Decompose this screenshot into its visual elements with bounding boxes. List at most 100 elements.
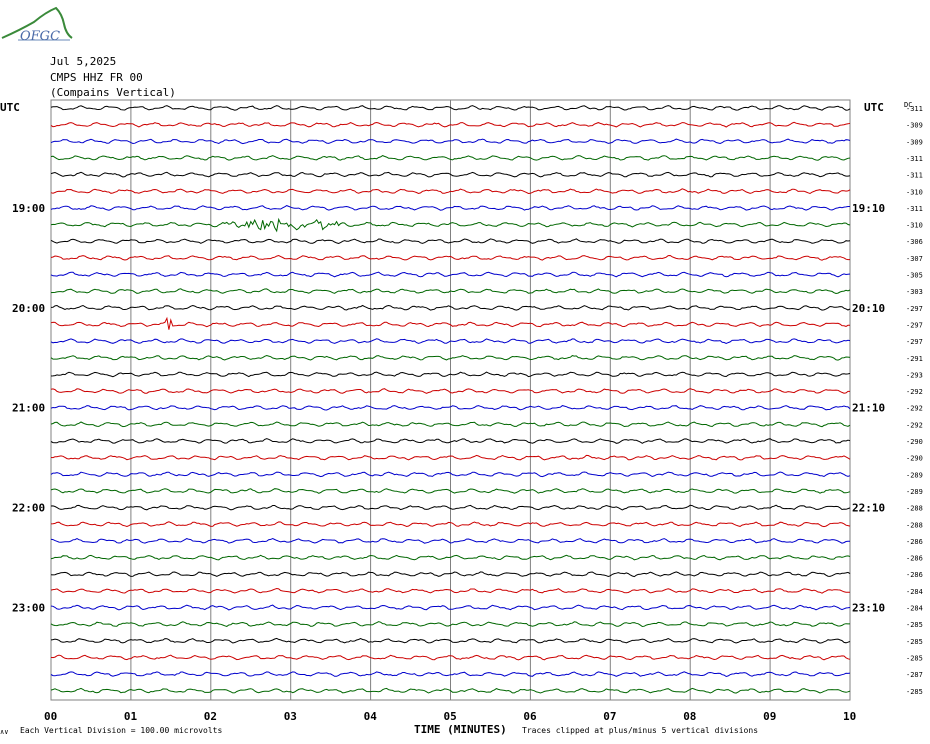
trace-line: [50, 121, 851, 128]
right-hour-label: 22:10: [852, 502, 885, 515]
dc-offset-label: -286: [906, 571, 923, 579]
trace-line: [50, 654, 851, 661]
dc-offset-label: -293: [906, 371, 923, 379]
trace-line: [50, 554, 851, 561]
dc-offset-label: -311: [906, 205, 923, 213]
dc-offset-label: -292: [906, 421, 923, 429]
dc-offset-label: -310: [906, 222, 923, 230]
dc-offset-label: -311: [906, 155, 923, 163]
dc-offset-label: -286: [906, 555, 923, 563]
trace-line: [50, 637, 851, 644]
trace-line: [50, 371, 851, 378]
dc-offset-label: -291: [906, 355, 923, 363]
trace-line: [50, 521, 851, 528]
dc-offset-label: -297: [906, 338, 923, 346]
x-tick-label: 01: [124, 710, 138, 723]
minute-grid: [130, 100, 771, 700]
dc-offset-label: -285: [906, 621, 923, 629]
dc-offset-label: -309: [906, 138, 923, 146]
left-hour-label: 22:00: [12, 502, 45, 515]
trace-line: [50, 271, 851, 278]
x-tick-label: 06: [523, 710, 537, 723]
seismic-traces: [50, 105, 851, 694]
right-utc-label: UTC: [864, 101, 884, 114]
dc-offset-label: -290: [906, 455, 923, 463]
logo-text: OFGC: [20, 29, 60, 44]
right-hour-label: 21:10: [852, 402, 885, 415]
trace-line: [50, 188, 851, 195]
trace-line: [50, 338, 851, 345]
dc-offset-label: -311: [906, 105, 923, 113]
trace-line: [50, 288, 851, 295]
trace-line: [50, 471, 851, 478]
left-hour-label: 19:00: [12, 202, 45, 215]
dc-offset-label: -289: [906, 471, 923, 479]
trace-line: [50, 621, 850, 628]
trace-line: [50, 155, 851, 161]
trace-line: [50, 671, 851, 678]
x-tick-label: 02: [204, 710, 217, 723]
dc-offset-label: -292: [906, 405, 923, 413]
trace-line: [50, 571, 851, 578]
dc-offset-label: -297: [906, 305, 923, 313]
dc-offset-label: -284: [906, 605, 923, 613]
x-tick-labels: 00 01 02 03 04 05 06 07 08 09 10: [44, 710, 856, 723]
left-hour-label: 21:00: [12, 402, 45, 415]
x-axis-label: TIME (MINUTES): [414, 723, 507, 736]
trace-line: [50, 537, 851, 544]
trace-line: [50, 304, 851, 311]
trace-line: [50, 388, 850, 394]
dc-offset-label: -297: [906, 321, 923, 329]
station-label: CMPS HHZ FR 00: [50, 71, 143, 84]
dc-offset-labels: -311 -309 -309 -311 -311 -310 -311 -310 -306 -307…: [906, 105, 923, 696]
trace-line: [50, 316, 851, 330]
right-hour-label: 19:10: [852, 202, 885, 215]
dc-offset-label: -309: [906, 122, 923, 130]
clip-note: Traces clipped at plus/minus 5 vertical …: [522, 726, 758, 735]
trace-line: [50, 504, 851, 511]
dc-offset-label: -285: [906, 688, 923, 696]
trace-line: [50, 254, 850, 261]
trace-line: [50, 217, 851, 233]
dc-offset-label: -303: [906, 288, 923, 296]
dc-offset-label: -288: [906, 505, 923, 513]
x-tick-label: 08: [683, 710, 696, 723]
trace-line: [50, 138, 851, 145]
left-hour-labels: 19:00 20:00 21:00 22:00 23:00: [12, 202, 45, 615]
left-hour-label: 23:00: [12, 602, 45, 615]
x-tick-label: 03: [284, 710, 297, 723]
right-hour-label: 23:10: [852, 602, 885, 615]
left-utc-label: UTC: [0, 101, 20, 114]
trace-line: [50, 587, 851, 594]
right-hour-labels: 19:10 20:10 21:10 22:10 23:10: [852, 202, 885, 615]
dc-offset-label: -311: [906, 172, 923, 180]
location-label: (Compains Vertical): [50, 86, 176, 99]
dc-offset-label: -305: [906, 272, 923, 280]
dc-offset-label: -310: [906, 188, 923, 196]
right-hour-label: 20:10: [852, 302, 885, 315]
scale-mark: ∧∨: [0, 728, 8, 736]
dc-offset-label: -307: [906, 255, 923, 263]
trace-line: [50, 421, 851, 428]
trace-line: [50, 105, 851, 111]
x-tick-label: 05: [444, 710, 457, 723]
trace-line: [50, 205, 850, 211]
trace-line: [50, 405, 851, 411]
dc-offset-label: -285: [906, 638, 923, 646]
dc-offset-label: -292: [906, 388, 923, 396]
dc-offset-label: -288: [906, 521, 923, 529]
x-tick-label: 10: [843, 710, 856, 723]
trace-line: [50, 238, 851, 245]
date-label: Jul 5,2025: [50, 55, 116, 68]
trace-line: [50, 604, 851, 611]
division-note: Each Vertical Division = 100.00 microvol…: [20, 726, 222, 735]
dc-offset-label: -284: [906, 588, 923, 596]
dc-offset-label: -285: [906, 654, 923, 662]
x-tick-label: 09: [763, 710, 776, 723]
trace-line: [50, 488, 851, 494]
x-tick-label: 07: [603, 710, 616, 723]
trace-line: [50, 438, 851, 444]
x-tick-label: 04: [364, 710, 378, 723]
trace-line: [50, 454, 851, 461]
